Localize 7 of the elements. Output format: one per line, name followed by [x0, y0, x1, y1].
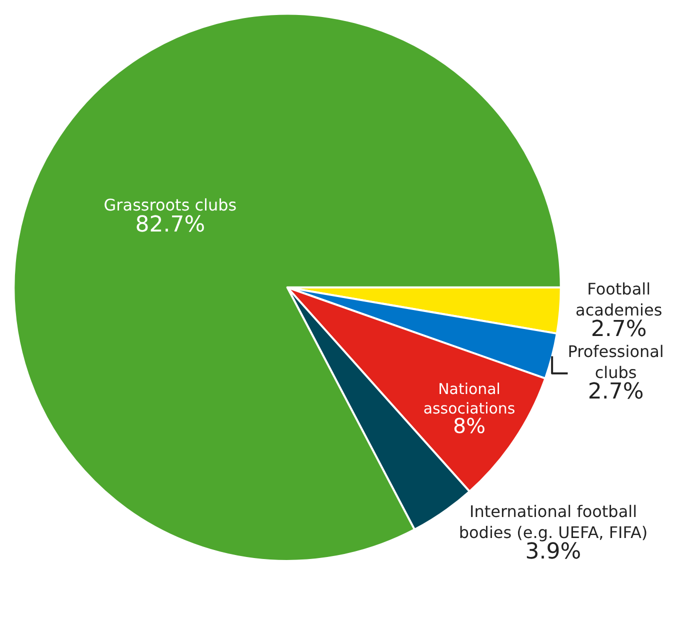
data-label: 82.7%: [135, 212, 206, 238]
data-label: 2.7%: [588, 380, 644, 405]
slice-label: Grassroots clubs: [104, 196, 237, 215]
slice-label: International football bodies (e.g. UEFA, FIFA): [458, 502, 648, 542]
slice-label: Professional clubs: [568, 342, 664, 382]
slice-label: Football academies: [576, 279, 662, 320]
data-label: 2.7%: [590, 317, 647, 342]
